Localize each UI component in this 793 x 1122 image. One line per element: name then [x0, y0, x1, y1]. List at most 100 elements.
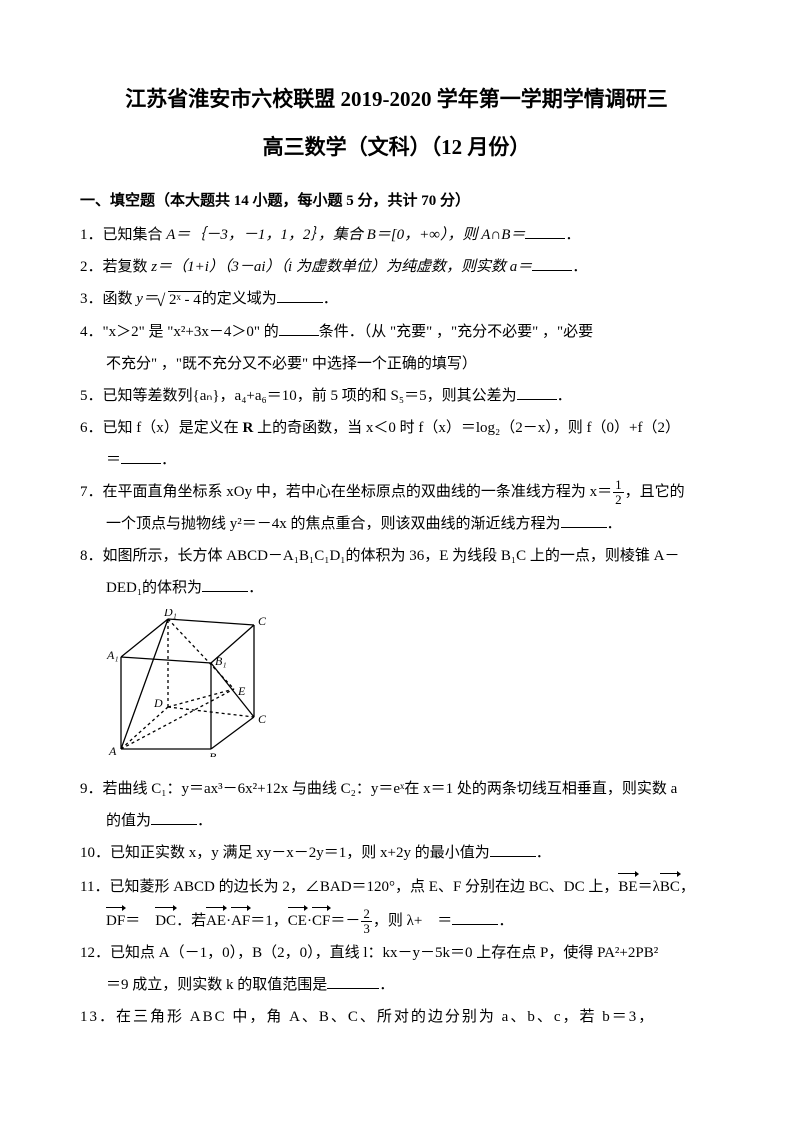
- frac-num: 1: [613, 478, 624, 492]
- blank: [279, 320, 319, 336]
- q6-text-c: ＝: [106, 452, 121, 468]
- question-1: 1．已知集合 A＝｛－3，－1，1，2｝，集合 B＝[0，+∞），则 A∩B＝ ．: [80, 220, 713, 250]
- q2-text-a: 2．若复数: [80, 259, 151, 275]
- cuboid-svg: ABCDA₁B₁C₁D₁E: [106, 609, 266, 757]
- blank: [202, 576, 248, 592]
- vector-AE: AE: [206, 904, 226, 936]
- q6-text-a: 6．已知 f（x）是定义在: [80, 420, 243, 436]
- q1-text-c: ．: [565, 227, 580, 243]
- blank: [452, 909, 498, 925]
- svg-text:A₁: A₁: [106, 648, 119, 662]
- q12-text-b: ＝9 成立，则实数 k 的取值范围是: [106, 977, 327, 993]
- q10-text-b: ．: [536, 845, 551, 861]
- page: 江苏省淮安市六校联盟 2019-2020 学年第一学期学情调研三 高三数学（文科…: [0, 0, 793, 1074]
- q9-text-c: ．: [197, 813, 212, 829]
- svg-text:B: B: [209, 750, 217, 757]
- q6-text-b: 上的奇函数，当 x＜0 时 f（x）＝log₂（2－x），则 f（0）+f（2）: [253, 420, 680, 436]
- q4-text-b: 条件．（从 "充要" ，"充分不必要" ，"必要: [319, 324, 593, 340]
- q8-text-b: DED₁的体积为: [106, 580, 202, 596]
- svg-text:B₁: B₁: [215, 654, 227, 668]
- q1-text-b: A＝｛－3，－1，1，2｝，集合 B＝[0，+∞），则 A∩B＝: [166, 227, 525, 243]
- vector-DF: DF: [106, 904, 125, 936]
- q11-i: ＝－: [330, 913, 360, 929]
- question-11-cont: DF＝ DC．若AE·AF＝1，CE·CF＝－23，则 λ+ ＝．: [80, 904, 713, 936]
- blank: [327, 973, 379, 989]
- svg-text:A: A: [108, 744, 117, 757]
- q7-text-a: 7．在平面直角坐标系 xOy 中，若中心在坐标原点的双曲线的一条准线方程为 x＝: [80, 484, 612, 500]
- question-13: 13．在三角形 ABC 中，角 A、B、C、所对的边分别为 a、b、c，若 b＝…: [80, 1002, 713, 1032]
- question-8-cont: DED₁的体积为 ．: [80, 573, 713, 603]
- q7-text-c: 一个顶点与抛物线 y²＝－4x 的焦点重合，则该双曲线的渐近线方程为: [106, 516, 561, 532]
- q5-text-a: 5．已知等差数列{aₙ}，a₄+a₆＝10，前 5 项的和 S₅＝5，则其公差为: [80, 388, 517, 404]
- title-line-1: 江苏省淮安市六校联盟 2019-2020 学年第一学期学情调研三: [80, 78, 713, 120]
- q5-text-b: ．: [557, 388, 572, 404]
- q3-text-b: y＝: [136, 291, 158, 307]
- question-6-cont: ＝．: [80, 445, 713, 475]
- q11-e: ．若: [176, 913, 206, 929]
- q11-j: ，则 λ+ ＝: [373, 913, 452, 929]
- q12-text-a: 12．已知点 A（－1，0），B（2，0），直线 l：kx－y－5k＝0 上存在…: [80, 945, 658, 961]
- svg-text:E: E: [237, 684, 246, 698]
- question-3: 3．函数 y＝2ˣ - 4的定义域为．: [80, 284, 713, 315]
- q4-text-c: 不充分" ，"既不充分又不必要" 中选择一个正确的填写）: [106, 356, 477, 372]
- title-line-2: 高三数学（文科）（12 月份）: [80, 126, 713, 168]
- q6-text-d: ．: [161, 452, 176, 468]
- blank: [517, 384, 557, 400]
- frac-num: 2: [361, 907, 372, 921]
- question-9: 9．若曲线 C₁：y＝ax³－6x²+12x 与曲线 C₂：y＝eˣ在 x＝1 …: [80, 774, 713, 804]
- q11-c: ，: [680, 879, 695, 895]
- q3-text-c: 的定义域为: [202, 291, 277, 307]
- question-7: 7．在平面直角坐标系 xOy 中，若中心在坐标原点的双曲线的一条准线方程为 x＝…: [80, 477, 713, 507]
- vector-BC: BC: [660, 870, 680, 902]
- q9-text-b: 的值为: [106, 813, 151, 829]
- svg-text:C₁: C₁: [258, 614, 266, 628]
- fraction: 12: [612, 478, 625, 506]
- q11-d: ＝: [125, 913, 140, 929]
- vector-BE: BE: [618, 870, 637, 902]
- fraction: 23: [360, 907, 373, 935]
- q6-R: R: [243, 420, 254, 436]
- q3-text-d: ．: [323, 291, 338, 307]
- q11-g: ＝1，: [250, 913, 288, 929]
- blank: [525, 223, 565, 239]
- svg-text:D: D: [153, 696, 163, 710]
- q9-text-a: 9．若曲线 C₁：y＝ax³－6x²+12x 与曲线 C₂：y＝eˣ在 x＝1 …: [80, 781, 677, 797]
- q8-text-a: 8．如图所示，长方体 ABCD－A₁B₁C₁D₁的体积为 36，E 为线段 B₁…: [80, 548, 680, 564]
- q2-text-b: z＝（1+i）（3－ai）（i 为虚数单位）为纯虚数，则实数 a＝: [151, 259, 532, 275]
- question-10: 10．已知正实数 x，y 满足 xy－x－2y＝1，则 x+2y 的最小值为 ．: [80, 838, 713, 868]
- blank: [561, 512, 607, 528]
- blank: [490, 841, 536, 857]
- question-9-cont: 的值为 ．: [80, 806, 713, 836]
- vector-CE: CE: [288, 904, 307, 936]
- q3-sqrt-body: 2ˣ - 4: [168, 291, 202, 309]
- svg-text:C: C: [258, 712, 266, 726]
- question-4-cont: 不充分" ，"既不充分又不必要" 中选择一个正确的填写）: [80, 349, 713, 379]
- q11-k: ．: [498, 913, 513, 929]
- q1-text-a: 1．已知集合: [80, 227, 166, 243]
- question-2: 2．若复数 z＝（1+i）（3－ai）（i 为虚数单位）为纯虚数，则实数 a＝ ．: [80, 252, 713, 282]
- q8-text-c: ．: [248, 580, 263, 596]
- q10-text-a: 10．已知正实数 x，y 满足 xy－x－2y＝1，则 x+2y 的最小值为: [80, 845, 490, 861]
- vector-AF: AF: [231, 904, 250, 936]
- question-4: 4．"x＞2" 是 "x²+3x－4＞0" 的 条件．（从 "充要" ，"充分不必…: [80, 317, 713, 347]
- blank: [277, 287, 323, 303]
- blank: [532, 255, 572, 271]
- q7-text-d: ．: [607, 516, 622, 532]
- q11-b: ＝λ: [638, 879, 660, 895]
- frac-den: 2: [613, 492, 624, 507]
- q2-text-c: ．: [572, 259, 587, 275]
- figure-cuboid: ABCDA₁B₁C₁D₁E: [106, 609, 713, 768]
- vector-DC: DC: [155, 904, 176, 936]
- sqrt-icon: 2ˣ - 4: [158, 285, 202, 315]
- blank: [121, 448, 161, 464]
- section-heading: 一、填空题（本大题共 14 小题，每小题 5 分，共计 70 分）: [80, 186, 713, 216]
- question-12: 12．已知点 A（－1，0），B（2，0），直线 l：kx－y－5k＝0 上存在…: [80, 938, 713, 968]
- blank: [151, 809, 197, 825]
- question-6: 6．已知 f（x）是定义在 R 上的奇函数，当 x＜0 时 f（x）＝log₂（…: [80, 413, 713, 443]
- vector-CF: CF: [312, 904, 330, 936]
- q4-text-a: 4．"x＞2" 是 "x²+3x－4＞0" 的: [80, 324, 279, 340]
- question-12-cont: ＝9 成立，则实数 k 的取值范围是．: [80, 970, 713, 1000]
- question-11: 11．已知菱形 ABCD 的边长为 2，∠BAD＝120°，点 E、F 分别在边…: [80, 870, 713, 902]
- frac-den: 3: [361, 921, 372, 936]
- question-7-cont: 一个顶点与抛物线 y²＝－4x 的焦点重合，则该双曲线的渐近线方程为 ．: [80, 509, 713, 539]
